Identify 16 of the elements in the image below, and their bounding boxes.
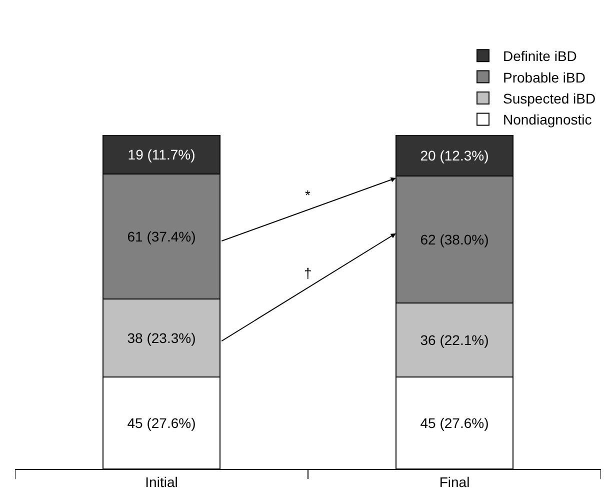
x-tick-label: Initial bbox=[145, 474, 178, 490]
data-label: 36 (22.1%) bbox=[420, 332, 489, 348]
data-label: 19 (11.7%) bbox=[128, 146, 196, 162]
annotation: † bbox=[304, 265, 312, 281]
data-label: 45 (27.6%) bbox=[127, 414, 196, 431]
data-label: 45 (27.6%) bbox=[420, 414, 489, 431]
legend-label: Probable iBD bbox=[503, 69, 586, 86]
x-tick-label: Final bbox=[439, 474, 470, 490]
legend-label: Suspected iBD bbox=[503, 90, 596, 106]
data-label: 20 (12.3%) bbox=[420, 147, 489, 164]
data-label: 61 (37.4%) bbox=[127, 228, 196, 244]
data-label: 62 (38.0%) bbox=[420, 232, 489, 248]
data-label: 38 (23.3%) bbox=[127, 330, 196, 346]
annotation: * bbox=[305, 187, 311, 203]
legend-label: Nondiagnostic bbox=[503, 112, 592, 128]
legend-label: Definite iBD bbox=[503, 48, 577, 64]
